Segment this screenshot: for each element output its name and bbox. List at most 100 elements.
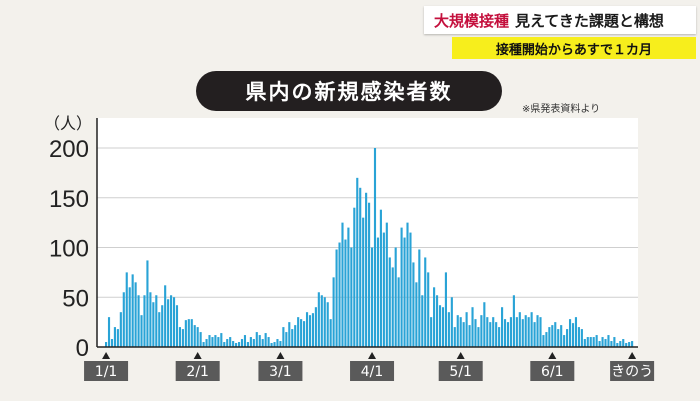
bar: [619, 341, 622, 347]
chart-title: 県内の新規感染者数: [196, 71, 502, 111]
bar: [158, 312, 161, 347]
bar: [524, 315, 527, 347]
bar: [453, 327, 456, 347]
bar: [462, 322, 465, 347]
y-tick-label: 150: [49, 186, 89, 213]
bar: [498, 327, 501, 347]
bar: [311, 313, 314, 347]
bar: [155, 295, 158, 347]
bar: [539, 317, 542, 347]
x-tick-box: [610, 361, 655, 381]
bar: [557, 329, 560, 347]
bar: [217, 337, 220, 347]
bar: [335, 249, 338, 347]
bar: [128, 287, 131, 347]
bar: [172, 297, 176, 347]
bar: [409, 232, 412, 347]
bar: [187, 319, 190, 347]
bar: [577, 327, 580, 347]
bar: [113, 327, 116, 347]
bar: [305, 312, 309, 347]
bar: [314, 307, 317, 347]
bar: [509, 317, 513, 347]
bar: [143, 295, 146, 347]
bar: [397, 277, 400, 347]
bar: [119, 312, 122, 347]
bar: [604, 339, 607, 347]
bar: [341, 222, 344, 347]
bar: [515, 317, 518, 347]
bar: [501, 307, 504, 347]
source-note: ※県発表資料より: [522, 104, 601, 115]
bar: [122, 292, 125, 347]
bar: [356, 177, 359, 347]
x-tick-label: 2/1: [186, 364, 209, 380]
bar: [252, 339, 255, 347]
bar: [270, 343, 273, 347]
bar: [303, 321, 306, 347]
bar: [477, 327, 480, 347]
x-tick-box: [84, 361, 129, 381]
x-tick-label: 1/1: [95, 364, 118, 380]
bar: [317, 292, 320, 347]
x-tick-box: [350, 361, 395, 381]
bar: [282, 327, 285, 347]
bar: [190, 319, 193, 347]
bar: [184, 320, 187, 347]
bar: [137, 295, 140, 347]
bar: [495, 322, 498, 347]
x-tick-label: 6/1: [541, 364, 564, 380]
bar: [610, 341, 613, 347]
bar: [468, 325, 471, 347]
x-tick-box: [258, 361, 303, 381]
x-tick-label: 4/1: [361, 364, 384, 380]
bar: [566, 329, 569, 347]
bar: [450, 297, 453, 347]
bar: [545, 332, 548, 347]
bar: [220, 333, 223, 347]
bar: [415, 282, 418, 347]
y-tick-label: 0: [76, 335, 89, 362]
bar: [255, 332, 258, 347]
bar: [548, 327, 551, 347]
bar: [427, 272, 430, 347]
bar: [291, 329, 294, 347]
x-tick-marker: [368, 352, 377, 359]
bar: [237, 342, 241, 347]
bar: [601, 337, 604, 347]
bar: [323, 297, 326, 347]
bar: [406, 222, 409, 347]
bar: [382, 232, 385, 347]
bar: [338, 242, 341, 347]
bar: [107, 317, 111, 347]
bar: [580, 329, 583, 347]
bar: [161, 305, 164, 347]
caption-headline-bar: 大規模接種 見えてきた課題と構想: [424, 6, 696, 34]
bar: [503, 319, 507, 347]
bar: [489, 322, 492, 347]
x-tick-marker: [193, 352, 202, 359]
bar: [418, 249, 421, 347]
bar: [568, 319, 572, 347]
bar: [214, 335, 217, 347]
bar: [424, 257, 427, 347]
bar: [560, 325, 563, 347]
y-tick-label: 50: [62, 285, 89, 312]
bar: [249, 337, 252, 347]
bar: [592, 337, 595, 347]
bar: [167, 299, 170, 347]
bar: [359, 187, 362, 347]
bar: [483, 302, 486, 347]
bar: [223, 342, 226, 347]
bar: [329, 319, 332, 347]
bar: [607, 335, 610, 347]
bar: [226, 339, 229, 347]
bar: [542, 335, 545, 347]
bar: [571, 323, 575, 347]
bar: [622, 339, 625, 347]
bar: [459, 317, 462, 347]
bar: [563, 335, 566, 347]
bar: [146, 260, 149, 347]
bar: [235, 343, 238, 347]
bar: [267, 337, 270, 347]
